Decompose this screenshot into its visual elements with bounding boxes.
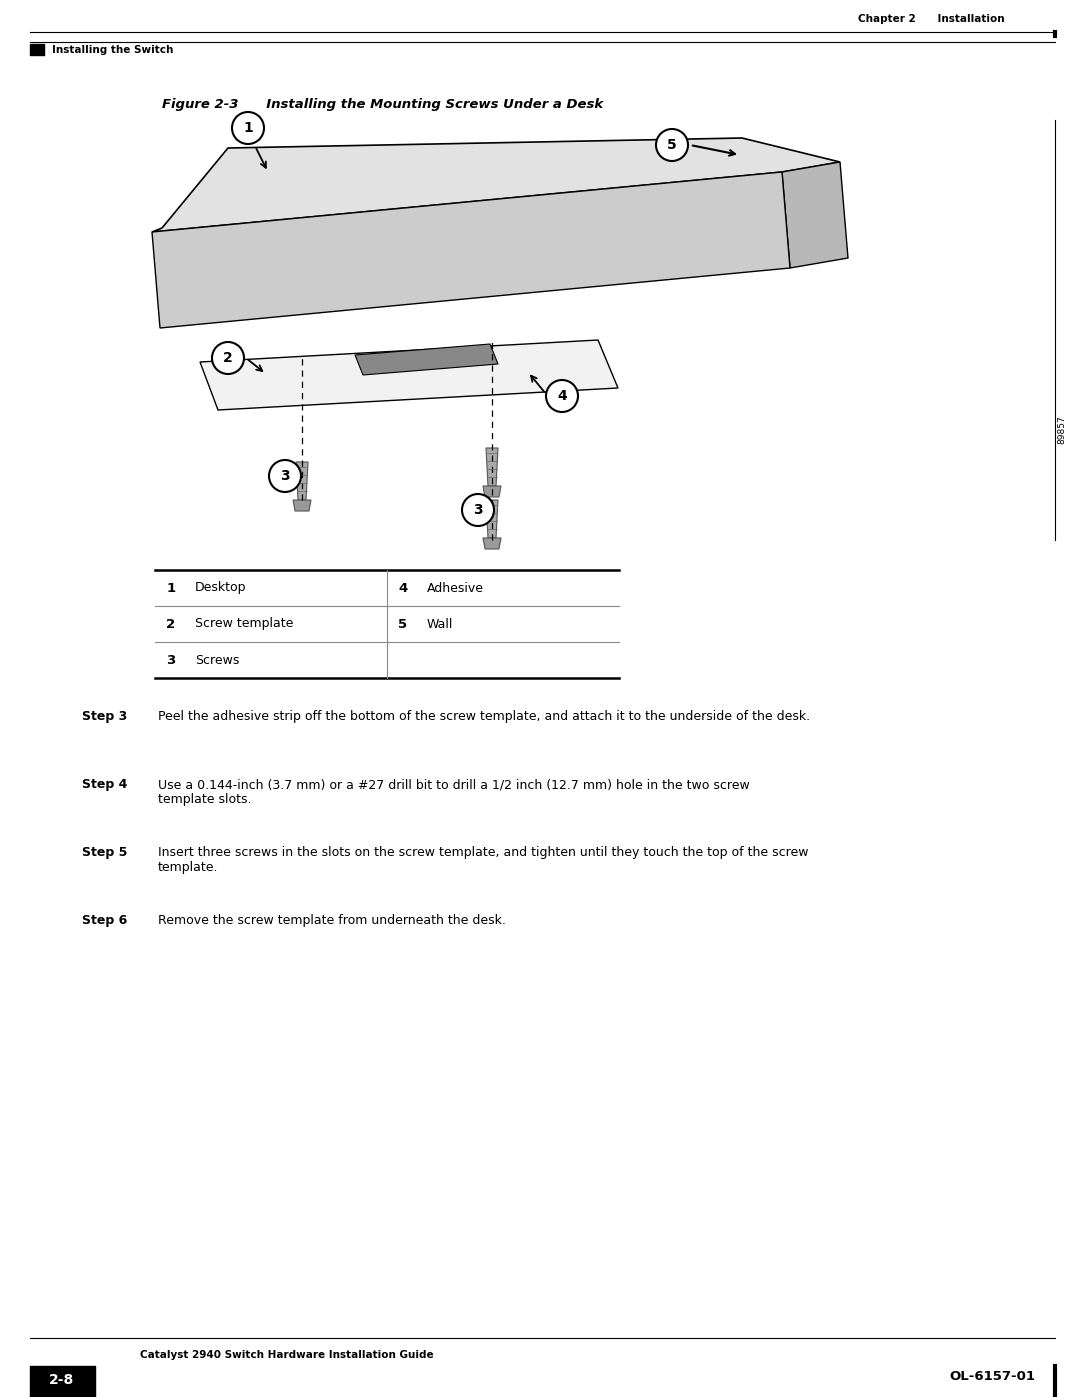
Polygon shape [355,344,498,374]
Text: Screw template: Screw template [195,617,294,630]
Text: 3: 3 [280,469,289,483]
Text: Step 6: Step 6 [82,914,127,928]
Text: Chapter 2      Installation: Chapter 2 Installation [859,14,1005,24]
Text: Installing the Switch: Installing the Switch [52,45,174,54]
Text: 3: 3 [473,503,483,517]
Text: Wall: Wall [427,617,454,630]
Text: Screws: Screws [195,654,240,666]
Text: Insert three screws in the slots on the screw template, and tighten until they t: Insert three screws in the slots on the … [158,847,809,875]
Text: Remove the screw template from underneath the desk.: Remove the screw template from underneat… [158,914,505,928]
Polygon shape [152,172,789,328]
Circle shape [232,112,264,144]
Polygon shape [293,500,311,511]
Polygon shape [483,538,501,549]
Circle shape [546,380,578,412]
Polygon shape [152,138,840,232]
Polygon shape [200,339,618,409]
Text: 4: 4 [399,581,407,595]
Text: Adhesive: Adhesive [427,581,484,595]
Text: Step 5: Step 5 [82,847,127,859]
Text: Peel the adhesive strip off the bottom of the screw template, and attach it to t: Peel the adhesive strip off the bottom o… [158,710,810,724]
Circle shape [212,342,244,374]
Text: 1: 1 [243,122,253,136]
Polygon shape [486,448,498,486]
Text: 5: 5 [667,138,677,152]
Text: Step 4: Step 4 [82,778,127,791]
Text: Figure 2-3      Installing the Mounting Screws Under a Desk: Figure 2-3 Installing the Mounting Screw… [162,98,604,110]
Polygon shape [486,500,498,538]
Text: 2: 2 [166,617,176,630]
Text: 3: 3 [166,654,176,666]
Text: 2: 2 [224,351,233,365]
Text: Step 3: Step 3 [82,710,127,724]
Circle shape [269,460,301,492]
Text: 89857: 89857 [1057,416,1067,444]
Text: Desktop: Desktop [195,581,246,595]
Text: Use a 0.144-inch (3.7 mm) or a #27 drill bit to drill a 1/2 inch (12.7 mm) hole : Use a 0.144-inch (3.7 mm) or a #27 drill… [158,778,750,806]
Polygon shape [483,486,501,497]
Text: OL-6157-01: OL-6157-01 [949,1370,1035,1383]
Text: Catalyst 2940 Switch Hardware Installation Guide: Catalyst 2940 Switch Hardware Installati… [140,1350,434,1361]
Circle shape [462,495,494,527]
Text: 5: 5 [399,617,407,630]
Text: 1: 1 [166,581,176,595]
Polygon shape [782,162,848,268]
Text: 2-8: 2-8 [50,1373,75,1387]
Polygon shape [296,462,308,500]
Circle shape [656,129,688,161]
Text: 4: 4 [557,388,567,402]
